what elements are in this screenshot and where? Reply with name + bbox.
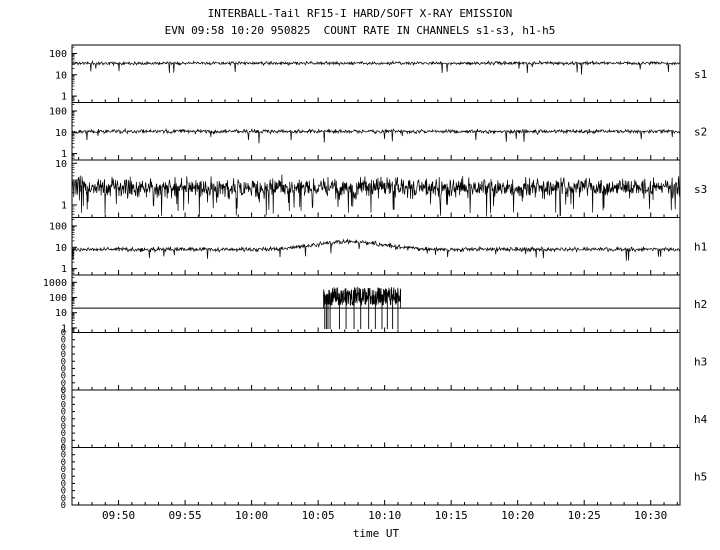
y-tick-label: 1 xyxy=(61,200,67,211)
series-s2 xyxy=(71,127,681,144)
y-tick-zero: 0 xyxy=(61,379,66,389)
y-tick-zero: 0 xyxy=(61,465,66,475)
y-tick-zero: 0 xyxy=(61,436,66,446)
panel-label-s1: s1 xyxy=(694,68,707,81)
y-tick-zero: 0 xyxy=(61,472,66,482)
y-tick-label: 100 xyxy=(49,293,67,304)
y-tick-zero: 0 xyxy=(61,422,66,432)
y-tick-zero: 0 xyxy=(61,501,66,511)
y-tick-zero: 0 xyxy=(61,408,66,418)
chart-title: INTERBALL-Tail RF15-I HARD/SOFT X-RAY EM… xyxy=(207,7,513,20)
x-tick-label: 09:55 xyxy=(169,509,202,522)
panel-label-s3: s3 xyxy=(694,183,707,196)
y-tick-label: 10 xyxy=(55,159,67,170)
panel-label-h4: h4 xyxy=(694,413,708,426)
y-tick-label: 100 xyxy=(49,221,67,232)
x-tick-label: 10:15 xyxy=(435,509,468,522)
chart-subtitle: EVN 09:58 10:20 950825 COUNT RATE IN CHA… xyxy=(164,24,556,37)
x-tick-label: 10:25 xyxy=(568,509,601,522)
y-tick-zero: 0 xyxy=(61,429,66,439)
series-s3 xyxy=(71,174,681,217)
panel-label-h3: h3 xyxy=(694,355,707,368)
y-tick-zero: 0 xyxy=(61,444,66,454)
series-h2-burst xyxy=(323,286,402,309)
y-tick-zero: 0 xyxy=(61,458,66,468)
x-tick-label: 10:00 xyxy=(235,509,268,522)
x-tick-label: 10:20 xyxy=(501,509,534,522)
panel-label-h1: h1 xyxy=(694,240,707,253)
y-tick-label: 10 xyxy=(55,243,67,254)
panel-label-h5: h5 xyxy=(694,470,707,483)
y-tick-zero: 0 xyxy=(61,343,66,353)
y-tick-zero: 0 xyxy=(61,494,66,504)
y-tick-zero: 0 xyxy=(61,487,66,497)
y-tick-zero: 0 xyxy=(61,336,66,346)
y-tick-label: 10 xyxy=(55,308,67,319)
y-tick-label: 100 xyxy=(49,49,67,60)
y-tick-zero: 0 xyxy=(61,479,66,489)
panel-frame-s1 xyxy=(71,44,681,103)
series-s1 xyxy=(71,59,681,75)
y-tick-zero: 0 xyxy=(61,415,66,425)
panel-frame-h4 xyxy=(71,389,681,448)
y-tick-zero: 0 xyxy=(61,329,66,339)
y-tick-zero: 0 xyxy=(61,393,66,403)
y-tick-label: 1 xyxy=(61,92,67,103)
y-tick-label: 100 xyxy=(49,106,67,117)
panel-label-s2: s2 xyxy=(694,125,707,138)
y-tick-label: 1 xyxy=(61,323,67,334)
y-tick-label: 10 xyxy=(55,70,67,81)
x-tick-label: 09:50 xyxy=(102,509,135,522)
y-tick-zero: 0 xyxy=(61,350,66,360)
series-h1 xyxy=(71,238,681,261)
y-tick-zero: 0 xyxy=(61,357,66,367)
panel-frame-h5 xyxy=(71,447,681,506)
y-tick-label: 10 xyxy=(55,128,67,139)
x-tick-label: 10:05 xyxy=(302,509,335,522)
panel-frame-h1 xyxy=(71,217,681,276)
x-tick-label: 10:30 xyxy=(634,509,667,522)
y-tick-zero: 0 xyxy=(61,451,66,461)
y-tick-zero: 0 xyxy=(61,400,66,410)
y-tick-zero: 0 xyxy=(61,386,66,396)
x-axis-label: time UT xyxy=(352,527,400,540)
y-tick-zero: 0 xyxy=(61,444,66,454)
x-tick-label: 10:10 xyxy=(368,509,401,522)
y-tick-zero: 0 xyxy=(61,364,66,374)
y-tick-zero: 0 xyxy=(61,372,66,382)
y-tick-label: 1 xyxy=(61,149,67,160)
y-tick-label: 1000 xyxy=(43,278,67,289)
y-tick-label: 1 xyxy=(61,264,67,275)
panel-label-h2: h2 xyxy=(694,298,707,311)
y-tick-zero: 0 xyxy=(61,386,66,396)
panel-frame-h3 xyxy=(71,332,681,391)
